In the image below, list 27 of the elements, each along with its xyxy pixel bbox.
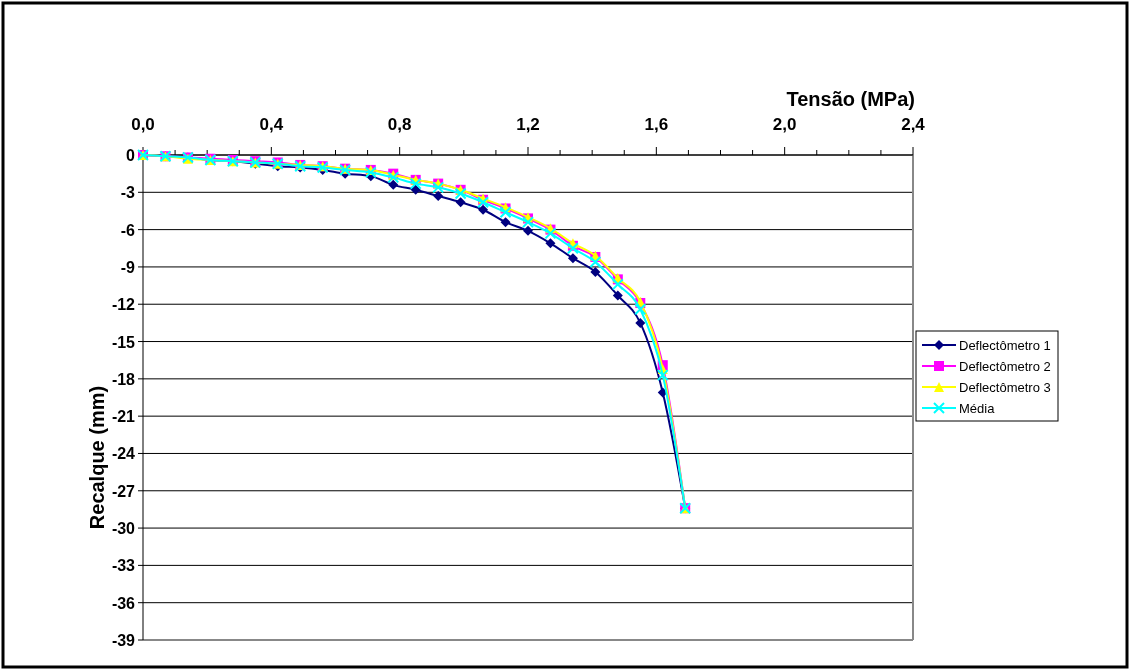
legend-label: Deflectômetro 1 xyxy=(959,338,1051,353)
y-tick-label: -3 xyxy=(120,184,136,202)
y-tick-label: -24 xyxy=(111,445,136,463)
x-tick-label: 0,0 xyxy=(131,115,155,134)
x-tick-label: 2,4 xyxy=(901,115,926,134)
x-tick-label: 1,2 xyxy=(516,115,540,134)
y-tick-label: -33 xyxy=(111,557,136,575)
y-tick-label: -21 xyxy=(111,408,136,426)
x-tick-label: 2,0 xyxy=(772,115,797,134)
legend-label: Deflectômetro 3 xyxy=(959,380,1051,395)
x-axis-title: Tensão (MPa) xyxy=(786,88,915,110)
y-tick-label: -30 xyxy=(111,520,136,538)
y-tick-label: -27 xyxy=(111,482,136,500)
y-axis-title: Recalque (mm) xyxy=(86,385,108,530)
y-tick-label: -18 xyxy=(111,370,136,388)
y-tick-label: -39 xyxy=(111,632,136,649)
legend-label: Média xyxy=(959,401,996,416)
y-tick-label: -36 xyxy=(111,594,136,612)
y-tick-label: 0 xyxy=(126,147,136,164)
y-tick-label: -9 xyxy=(120,258,136,276)
x-tick-label: 0,4 xyxy=(259,115,284,134)
y-tick-label: -12 xyxy=(111,296,136,314)
y-tick-label: -15 xyxy=(111,333,136,351)
x-tick-label: 0,8 xyxy=(387,115,412,134)
legend-label: Deflectômetro 2 xyxy=(959,359,1051,374)
y-tick-label: -6 xyxy=(120,221,136,239)
x-tick-label: 1,6 xyxy=(644,115,669,134)
